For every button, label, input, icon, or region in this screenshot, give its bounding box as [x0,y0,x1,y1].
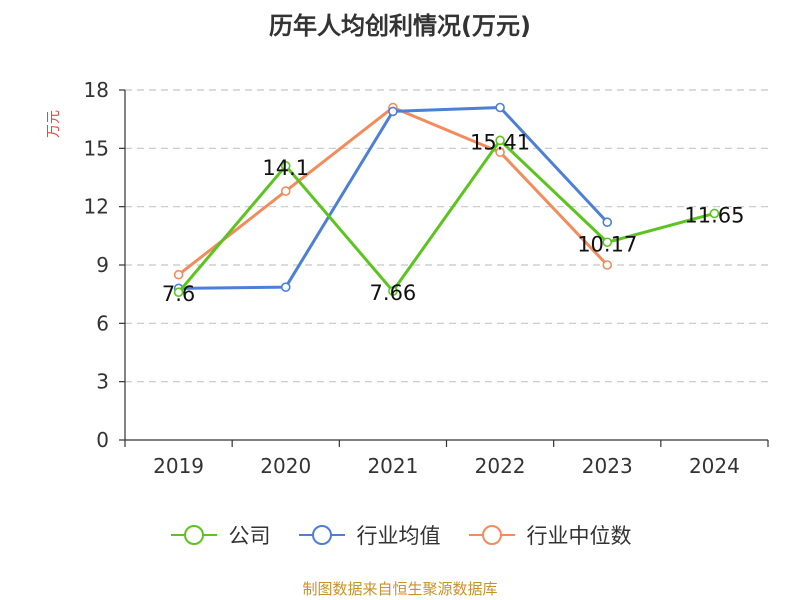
legend-label: 公司 [228,524,271,548]
y-tick-label: 3 [96,370,109,394]
data-point [388,106,398,117]
x-tick-label: 2021 [367,454,418,478]
data-point [495,147,505,158]
legend-item[interactable]: 公司 [169,520,271,550]
y-tick-label: 12 [84,195,109,219]
data-point [495,135,505,146]
data-point [173,269,184,280]
data-point [280,282,291,292]
y-tick-label: 15 [84,136,109,160]
legend-label: 行业中位数 [526,524,632,548]
data-point [602,237,613,248]
legend-marker-icon [170,525,217,545]
data-point [495,102,505,113]
legend-marker-icon [298,525,345,545]
data-label: 11.65 [684,203,744,227]
y-tick-label: 18 [84,78,109,102]
x-tick-label: 2024 [689,454,740,478]
y-tick-label: 6 [96,311,109,335]
y-tick-label: 9 [96,253,109,277]
data-label: 7.6 [162,282,195,306]
x-tick-label: 2023 [582,454,633,478]
x-tick-label: 2022 [475,454,526,478]
series-line-0 [177,138,715,294]
data-label: 10.17 [577,232,637,256]
data-point [280,186,291,196]
legend: 公司 行业均值 行业中位数 [0,520,800,550]
legend-item[interactable]: 行业均值 [297,520,441,550]
x-tick-label: 2020 [260,454,311,478]
chart-title: 历年人均创利情况(万元) [269,12,531,40]
data-point [709,208,720,219]
data-point [602,260,613,270]
data-label: 14.1 [262,156,309,180]
legend-item[interactable]: 行业中位数 [467,520,632,550]
data-point [173,287,184,298]
y-tick-label: 0 [96,428,109,452]
legend-label: 行业均值 [356,524,441,548]
x-tick-label: 2019 [153,454,204,478]
data-label: 15.41 [470,130,530,154]
source-footer: 制图数据来自恒生聚源数据库 [302,580,498,598]
series-line-2 [177,106,609,276]
data-point [388,286,398,296]
data-point [280,161,291,171]
legend-marker-icon [468,525,515,545]
data-point [602,217,613,228]
data-label: 7.66 [370,281,417,305]
